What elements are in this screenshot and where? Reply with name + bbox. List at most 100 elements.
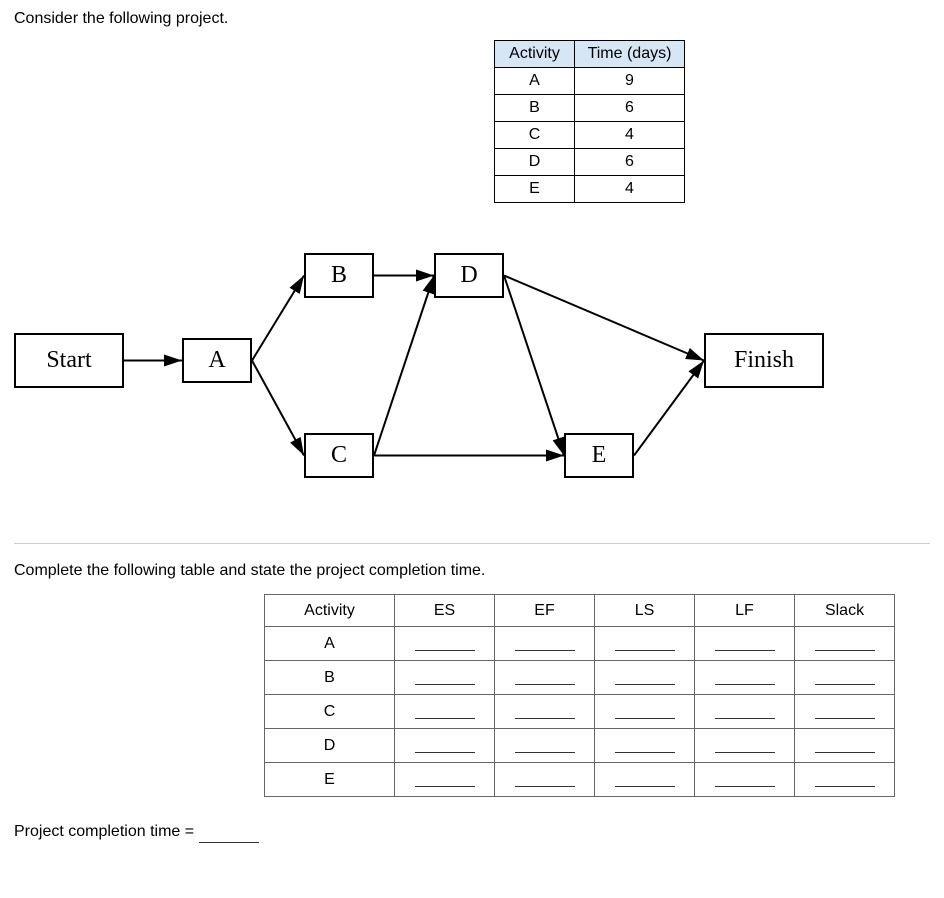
time-table-row: E4 <box>495 176 685 203</box>
time-table-header-time: Time (days) <box>575 41 685 68</box>
edge <box>504 276 704 361</box>
blank-input[interactable] <box>815 733 875 753</box>
es-ef-ls-lf-slack-table: ActivityESEFLSLFSlack ABCDE <box>264 594 895 797</box>
fill-table-input-cell <box>395 763 495 797</box>
blank-input[interactable] <box>615 767 675 787</box>
fill-table-input-cell <box>695 729 795 763</box>
blank-input[interactable] <box>415 699 475 719</box>
fill-table-input-cell <box>495 763 595 797</box>
time-table-header-activity: Activity <box>495 41 575 68</box>
blank-input[interactable] <box>715 699 775 719</box>
time-table-row: B6 <box>495 95 685 122</box>
time-table-row: C4 <box>495 122 685 149</box>
node-b: B <box>304 253 374 298</box>
fill-table-row: D <box>265 729 895 763</box>
fill-table-input-cell <box>595 763 695 797</box>
project-completion-label: Project completion time = <box>14 823 194 840</box>
blank-input[interactable] <box>715 767 775 787</box>
fill-table-row: B <box>265 661 895 695</box>
time-table-cell: 6 <box>575 95 685 122</box>
time-table-cell: E <box>495 176 575 203</box>
fill-table-row: E <box>265 763 895 797</box>
fill-table-header: EF <box>495 595 595 627</box>
fill-table-header: LS <box>595 595 695 627</box>
fill-table-row: A <box>265 627 895 661</box>
project-completion-row: Project completion time = <box>14 821 930 843</box>
fill-table-input-cell <box>395 661 495 695</box>
edge <box>252 361 304 456</box>
blank-input[interactable] <box>415 767 475 787</box>
fill-table-input-cell <box>595 661 695 695</box>
blank-input[interactable] <box>515 631 575 651</box>
fill-table-input-cell <box>495 729 595 763</box>
fill-table-input-cell <box>395 627 495 661</box>
time-table-row: D6 <box>495 149 685 176</box>
time-table-cell: 4 <box>575 122 685 149</box>
project-completion-input[interactable] <box>199 821 259 843</box>
fill-table-activity-cell: C <box>265 695 395 729</box>
divider <box>14 543 930 544</box>
edge <box>374 276 434 456</box>
blank-input[interactable] <box>415 631 475 651</box>
fill-table-row: C <box>265 695 895 729</box>
blank-input[interactable] <box>715 665 775 685</box>
blank-input[interactable] <box>415 665 475 685</box>
time-table-cell: C <box>495 122 575 149</box>
fill-table-input-cell <box>695 627 795 661</box>
fill-table-input-cell <box>795 695 895 729</box>
fill-table-input-cell <box>695 661 795 695</box>
fill-table-input-cell <box>795 627 895 661</box>
time-table-cell: D <box>495 149 575 176</box>
blank-input[interactable] <box>815 767 875 787</box>
time-table-cell: 4 <box>575 176 685 203</box>
fill-table-input-cell <box>595 729 695 763</box>
fill-table-input-cell <box>795 661 895 695</box>
blank-input[interactable] <box>515 699 575 719</box>
node-c: C <box>304 433 374 478</box>
blank-input[interactable] <box>815 631 875 651</box>
time-table-cell: 6 <box>575 149 685 176</box>
fill-table-input-cell <box>495 627 595 661</box>
fill-table-header: Slack <box>795 595 895 627</box>
time-table-row: A9 <box>495 68 685 95</box>
fill-table-input-cell <box>795 763 895 797</box>
time-table-cell: 9 <box>575 68 685 95</box>
edge <box>252 276 304 361</box>
edge <box>504 276 564 456</box>
blank-input[interactable] <box>715 631 775 651</box>
blank-input[interactable] <box>715 733 775 753</box>
node-d: D <box>434 253 504 298</box>
fill-table-activity-cell: E <box>265 763 395 797</box>
fill-table-input-cell <box>395 695 495 729</box>
blank-input[interactable] <box>615 733 675 753</box>
fill-table-activity-cell: A <box>265 627 395 661</box>
fill-table-input-cell <box>495 661 595 695</box>
network-diagram: Start A B C D E Finish <box>14 233 934 523</box>
fill-table-input-cell <box>795 729 895 763</box>
node-e: E <box>564 433 634 478</box>
prompt-complete-table: Complete the following table and state t… <box>14 562 930 580</box>
blank-input[interactable] <box>515 767 575 787</box>
blank-input[interactable] <box>815 665 875 685</box>
blank-input[interactable] <box>615 699 675 719</box>
fill-table-header: ES <box>395 595 495 627</box>
blank-input[interactable] <box>515 733 575 753</box>
fill-table-input-cell <box>495 695 595 729</box>
fill-table-header: LF <box>695 595 795 627</box>
blank-input[interactable] <box>815 699 875 719</box>
blank-input[interactable] <box>415 733 475 753</box>
blank-input[interactable] <box>615 631 675 651</box>
fill-table-activity-cell: D <box>265 729 395 763</box>
intro-text: Consider the following project. <box>14 10 930 28</box>
blank-input[interactable] <box>515 665 575 685</box>
activity-time-table: Activity Time (days) A9B6C4D6E4 <box>494 40 685 203</box>
edge <box>634 361 704 456</box>
node-finish: Finish <box>704 333 824 388</box>
fill-table-input-cell <box>695 763 795 797</box>
time-table-cell: B <box>495 95 575 122</box>
time-table-cell: A <box>495 68 575 95</box>
fill-table-activity-cell: B <box>265 661 395 695</box>
fill-table-input-cell <box>595 627 695 661</box>
blank-input[interactable] <box>615 665 675 685</box>
fill-table-input-cell <box>395 729 495 763</box>
